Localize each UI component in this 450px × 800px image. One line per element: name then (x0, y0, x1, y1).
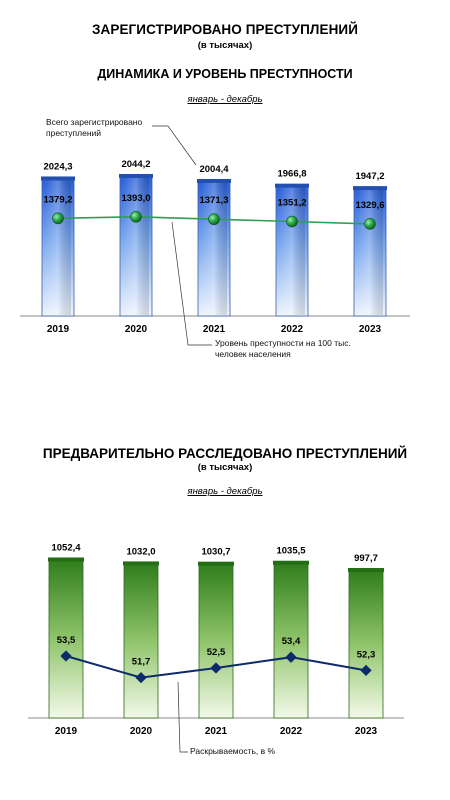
bar (348, 569, 384, 719)
bar (273, 562, 309, 719)
x-tick-label: 2022 (280, 726, 303, 737)
bar-value-label: 1966,8 (277, 169, 306, 180)
disclosure-marker (285, 651, 297, 663)
disclosure-marker (135, 671, 147, 684)
bars-note-label: Всего зарегистрировано преступлений (46, 117, 143, 138)
bar-highlight (357, 189, 383, 315)
bar-highlight (45, 179, 71, 315)
level-value-label: 1351,2 (277, 197, 306, 208)
bar-value-label: 2024,3 (43, 161, 72, 172)
chart1-plot: 2024,3 2019 2044,2 2020 2004,4 2021 1966,8 2022… (20, 125, 410, 346)
disclosure-marker (210, 662, 222, 674)
line2-note-label: Раскрываемость, в % (190, 746, 276, 756)
bar (123, 563, 159, 719)
level-marker (130, 210, 142, 223)
bar-cap (197, 178, 231, 183)
chart1-unit: (в тысячах) (197, 40, 253, 51)
chart2-plot: 1052,4 2019 1032,0 2020 1030,7 2021 1035,5 2022… (28, 542, 404, 753)
bar-cap (353, 186, 387, 191)
level-value-label: 1393,0 (121, 193, 150, 204)
disclosure-value-label: 52,5 (207, 647, 226, 658)
bar-value-label: 997,7 (354, 553, 378, 564)
bar-highlight (123, 176, 149, 315)
bar-cap (275, 183, 309, 188)
level-marker (208, 213, 220, 226)
x-tick-label: 2020 (130, 726, 153, 737)
chart1-period: январь - декабрь (187, 94, 263, 105)
bar (198, 563, 234, 719)
disclosure-value-label: 53,4 (282, 636, 301, 647)
bar-value-label: 2044,2 (121, 159, 150, 170)
bar-value-label: 1947,2 (355, 171, 384, 182)
disclosure-marker (360, 664, 372, 677)
bar-cap (273, 560, 309, 565)
bar-cap (198, 561, 234, 566)
x-tick-label: 2021 (205, 726, 228, 737)
line-note-label: Уровень преступности на 100 тыс. человек… (215, 338, 351, 359)
bar (48, 559, 84, 719)
x-tick-label: 2020 (125, 324, 148, 335)
level-value-label: 1371,3 (199, 195, 228, 206)
disclosure-value-label: 52,3 (357, 649, 376, 660)
bar-cap (348, 568, 384, 573)
line2-note-leader (177, 681, 188, 753)
disclosure-value-label: 53,5 (57, 635, 76, 646)
bar-highlight (279, 186, 305, 315)
level-value-label: 1329,6 (355, 200, 384, 211)
bar-cap (123, 561, 159, 566)
line-note-leader (171, 221, 212, 346)
x-tick-label: 2021 (203, 324, 226, 335)
bar-value-label: 1052,4 (51, 542, 81, 553)
chart2-title: ПРЕДВАРИТЕЛЬНО РАССЛЕДОВАНО ПРЕСТУПЛЕНИЙ (42, 446, 408, 461)
chart1-subtitle: ДИНАМИКА И УРОВЕНЬ ПРЕСТУПНОСТИ (97, 67, 353, 81)
x-tick-label: 2023 (355, 726, 378, 737)
bar-highlight (201, 181, 227, 315)
bars-note-leader (152, 125, 197, 166)
chart2-period: январь - декабрь (187, 486, 263, 497)
x-tick-label: 2022 (281, 324, 304, 335)
chart2-unit: (в тысячах) (197, 462, 253, 473)
bar-value-label: 1032,0 (126, 546, 155, 557)
level-marker (364, 218, 376, 230)
bar-value-label: 1030,7 (201, 547, 230, 558)
bar-value-label: 1035,5 (276, 546, 306, 557)
bar-cap (48, 557, 84, 562)
bar-value-label: 2004,4 (199, 164, 229, 175)
disclosure-value-label: 51,7 (132, 657, 151, 668)
bar-cap (41, 176, 75, 181)
bar-cap (119, 173, 153, 178)
x-tick-label: 2023 (359, 324, 382, 335)
x-tick-label: 2019 (47, 324, 70, 335)
level-marker (52, 212, 64, 225)
x-tick-label: 2019 (55, 726, 78, 737)
chart1-title: ЗАРЕГИСТРИРОВАНО ПРЕСТУПЛЕНИЙ (91, 22, 359, 37)
level-marker (286, 215, 298, 228)
level-value-label: 1379,2 (43, 194, 72, 205)
